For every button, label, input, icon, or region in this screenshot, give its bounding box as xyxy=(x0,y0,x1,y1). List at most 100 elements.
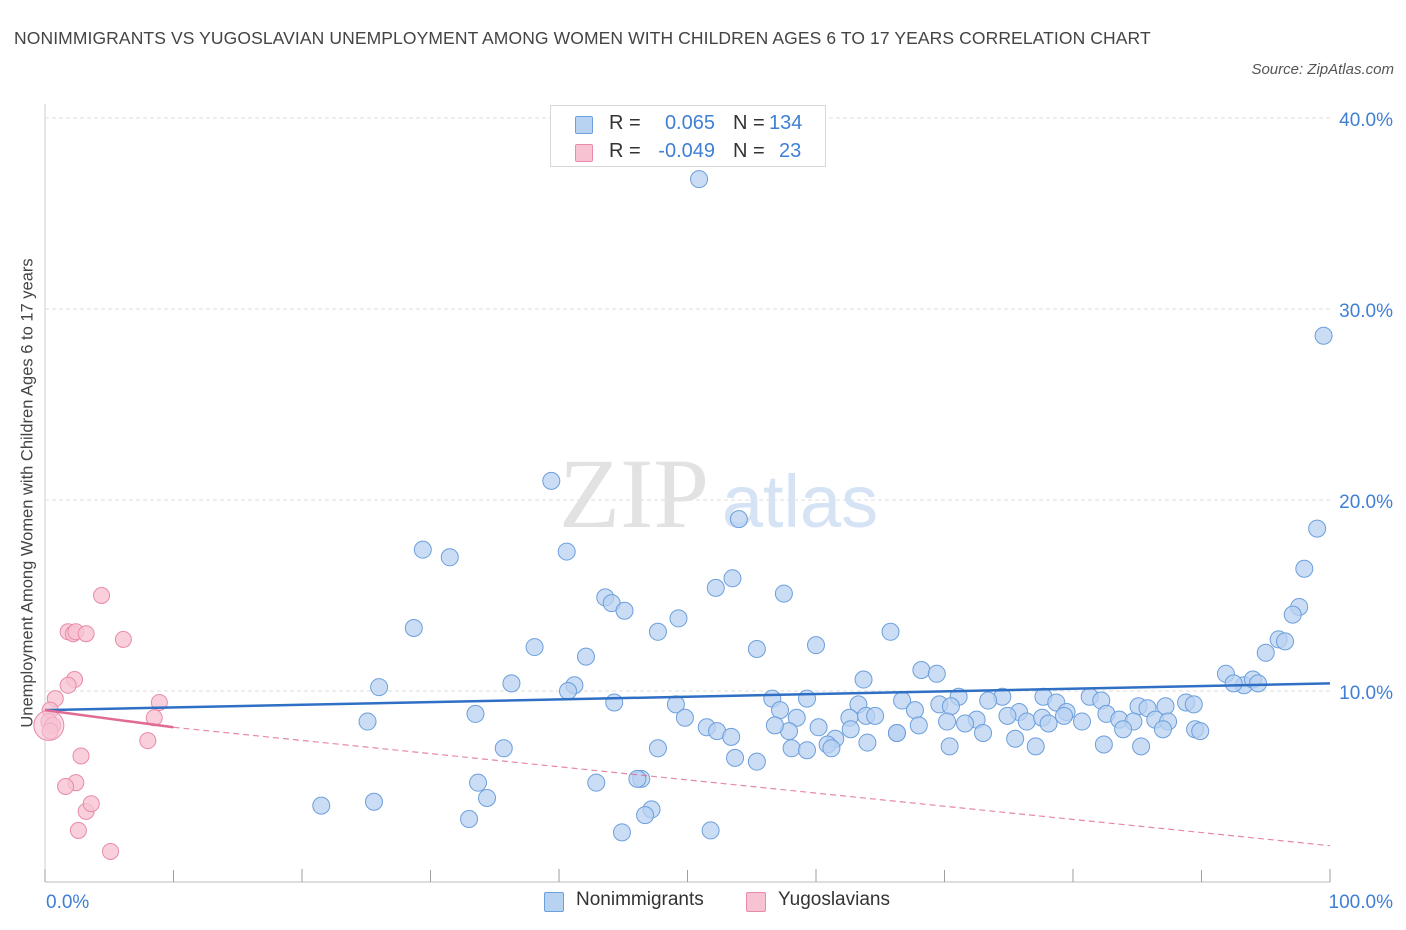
nonimmigrants-point xyxy=(798,689,817,708)
nonimmigrants-point xyxy=(1153,720,1172,739)
y-tick-label: 30.0% xyxy=(1339,301,1393,322)
nonimmigrants-point xyxy=(1249,674,1268,693)
nonimmigrants-point xyxy=(413,540,432,559)
nonimmigrants-point xyxy=(881,622,900,641)
nonimmigrants-point xyxy=(1006,729,1025,748)
nonimmigrants-point xyxy=(782,739,801,758)
nonimmigrants-point xyxy=(974,724,993,743)
nonimmigrants-point xyxy=(998,706,1017,725)
yugoslavians-trend-extrapolated xyxy=(173,726,1331,847)
nonimmigrants-point xyxy=(1276,632,1295,651)
y-tick-label: 40.0% xyxy=(1339,110,1393,131)
nonimmigrants-point xyxy=(979,691,998,710)
n-label: N = xyxy=(733,112,765,134)
nonimmigrants-point xyxy=(774,584,793,603)
nonimmigrants-point xyxy=(502,674,521,693)
nonimmigrants-point xyxy=(557,542,576,561)
yugoslavians-trend-line xyxy=(44,708,174,729)
nonimmigrants-point xyxy=(312,796,331,815)
nonimmigrants-point xyxy=(747,639,766,658)
nonimmigrants-point xyxy=(525,638,544,657)
nonimmigrants-point xyxy=(956,714,975,733)
y-axis-label-text: Unemployment Among Women with Children A… xyxy=(18,258,37,728)
nonimmigrants-point xyxy=(1026,737,1045,756)
nonimmigrants-point xyxy=(466,704,485,723)
nonimmigrants-point xyxy=(558,682,577,700)
nonimmigrants-point xyxy=(1314,326,1333,345)
y-tick-label: 20.0% xyxy=(1339,492,1393,513)
nonimmigrants-trend-line xyxy=(44,682,1331,712)
nonimmigrants-point xyxy=(1308,519,1327,538)
nonimmigrants-point xyxy=(905,701,924,720)
yugoslavians-point xyxy=(102,842,120,860)
nonimmigrants-point xyxy=(1184,695,1203,714)
nonimmigrants-point xyxy=(927,664,946,683)
watermark-zip: ZIP xyxy=(559,438,709,549)
nonimmigrants-point xyxy=(723,569,742,588)
nonimmigrants-point xyxy=(440,548,459,567)
nonimmigrants-point xyxy=(478,788,497,807)
nonimmigrants-point xyxy=(612,823,631,842)
nonimmigrants-point xyxy=(940,737,959,756)
nonimmigrants-point xyxy=(822,739,841,758)
nonimmigrants-point xyxy=(722,727,741,746)
legend-label: Yugoslavians xyxy=(778,889,890,910)
nonimmigrants-point xyxy=(765,716,784,735)
nonimmigrants-point xyxy=(358,712,377,731)
yugoslavians-point xyxy=(57,778,75,795)
nonimmigrants-point xyxy=(726,748,745,767)
nonimmigrants-point xyxy=(1114,720,1133,739)
nonimmigrants-point xyxy=(1191,722,1210,741)
nonimmigrants-point xyxy=(747,752,766,771)
yugoslavians-point xyxy=(72,747,90,765)
nonimmigrants-point xyxy=(615,601,634,620)
watermark-atlas: atlas xyxy=(722,460,878,543)
nonimmigrants-point xyxy=(364,792,383,811)
n-value: 134 xyxy=(769,112,803,134)
nonimmigrants-point xyxy=(576,647,595,666)
n-value: 23 xyxy=(779,140,802,162)
nonimmigrants-point xyxy=(771,701,790,720)
nonimmigrants-point xyxy=(1295,559,1314,578)
nonimmigrants-point xyxy=(887,724,906,743)
nonimmigrants-point xyxy=(912,660,931,679)
nonimmigrants-point xyxy=(690,170,709,189)
n-label: N = xyxy=(733,140,765,162)
nonimmigrants-point xyxy=(938,712,957,731)
yugoslavians-point xyxy=(77,625,95,643)
r-label: R = xyxy=(609,140,641,162)
nonimmigrants-point xyxy=(729,510,748,529)
nonimmigrants-point xyxy=(648,739,667,758)
nonimmigrants-point xyxy=(1039,714,1058,733)
yugoslavians-legend-swatch xyxy=(746,892,766,912)
nonimmigrants-point xyxy=(404,618,423,637)
nonimmigrants-point xyxy=(866,706,885,725)
nonimmigrants-point xyxy=(669,609,688,628)
r-value: 0.065 xyxy=(664,112,715,134)
nonimmigrants-point xyxy=(807,636,825,655)
yugoslavians-point xyxy=(69,821,87,839)
x-tick-label: 100.0% xyxy=(1329,892,1394,913)
yugoslavians-swatch xyxy=(575,144,593,162)
correlation-legend: R = 0.065 N = 134 R = -0.049 N = 23 xyxy=(550,105,826,167)
yugoslavians-point-large xyxy=(33,709,65,741)
nonimmigrants-point xyxy=(701,821,720,840)
nonimmigrants-point xyxy=(370,678,389,697)
nonimmigrants-point xyxy=(1055,706,1074,725)
nonimmigrants-point xyxy=(1132,737,1151,756)
yugoslavians-point xyxy=(139,732,157,750)
r-value: -0.049 xyxy=(658,140,715,162)
nonimmigrants-point xyxy=(1072,712,1091,731)
x-tick-label: 0.0% xyxy=(46,892,89,913)
nonimmigrants-point xyxy=(628,769,647,788)
r-label: R = xyxy=(609,112,641,134)
nonimmigrants-point xyxy=(809,718,828,737)
yugoslavians-point xyxy=(59,676,77,694)
nonimmigrants-point xyxy=(494,739,513,758)
nonimmigrants-legend-swatch xyxy=(544,892,564,912)
nonimmigrants-point xyxy=(941,697,960,716)
nonimmigrants-point xyxy=(787,708,806,727)
nonimmigrants-point xyxy=(587,773,606,792)
nonimmigrants-point xyxy=(542,471,561,490)
